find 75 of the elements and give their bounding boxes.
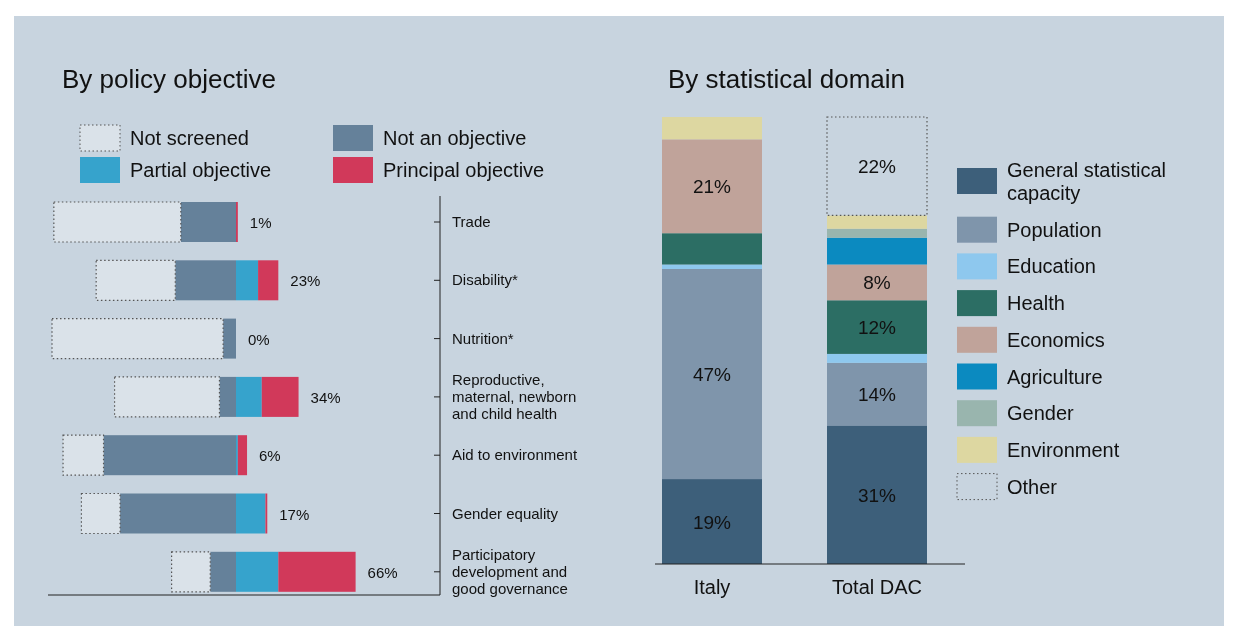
bar bbox=[80, 492, 121, 535]
data-label: 14% bbox=[857, 384, 897, 406]
legend-label: Other bbox=[1007, 475, 1058, 498]
legend-label: Education bbox=[1007, 255, 1096, 278]
bar bbox=[53, 201, 182, 243]
bar bbox=[113, 376, 221, 418]
y-tick-label: Gender equality bbox=[452, 504, 559, 522]
bar bbox=[827, 353, 927, 363]
bar bbox=[826, 116, 928, 216]
x-tick-label: Total DAC bbox=[831, 576, 923, 598]
bar bbox=[827, 300, 927, 354]
bar bbox=[51, 318, 224, 360]
bar bbox=[827, 362, 927, 426]
legend-label: Environment bbox=[1007, 438, 1120, 461]
bar bbox=[175, 260, 236, 301]
bar bbox=[278, 551, 356, 592]
data-label: 19% bbox=[692, 511, 732, 533]
bar bbox=[210, 551, 236, 592]
bar bbox=[62, 434, 105, 476]
legend-label: Partial objective bbox=[130, 159, 272, 181]
bar bbox=[662, 233, 762, 265]
annotation: 1% bbox=[249, 214, 272, 231]
data-label: 8% bbox=[863, 272, 891, 294]
data-label: 12% bbox=[857, 317, 897, 339]
annotation: 6% bbox=[259, 447, 281, 465]
y-tick-label: Participatory development and good governance bbox=[452, 545, 568, 597]
bar bbox=[223, 318, 236, 359]
bar bbox=[827, 264, 927, 301]
bar bbox=[219, 376, 236, 417]
y-tick-label: Trade bbox=[452, 213, 491, 230]
bar bbox=[103, 435, 236, 476]
legend-label: Health bbox=[1007, 292, 1065, 315]
data-label: 21% bbox=[692, 176, 732, 198]
legend-label: Principal objective bbox=[383, 159, 545, 181]
y-tick-label: Disability* bbox=[452, 271, 519, 289]
annotation: 34% bbox=[310, 388, 341, 406]
bar bbox=[827, 215, 927, 229]
legend-label: Agriculture bbox=[1007, 365, 1103, 388]
y-tick-label: Aid to environment bbox=[452, 446, 578, 464]
bar bbox=[261, 376, 299, 417]
chart-title: By statistical domain bbox=[668, 64, 905, 94]
annotation: 17% bbox=[279, 505, 310, 523]
bar bbox=[95, 259, 176, 301]
legend-label: General statistical capacity bbox=[1007, 158, 1166, 204]
bar bbox=[827, 425, 927, 564]
y-tick-label: Reproductive, maternal, newborn and child health bbox=[452, 370, 577, 422]
x-tick-label: Italy bbox=[693, 576, 731, 598]
legend-label: Gender bbox=[1007, 402, 1075, 425]
annotation: 66% bbox=[367, 563, 398, 581]
bar bbox=[236, 551, 279, 592]
chart-title: By policy objective bbox=[62, 64, 276, 94]
bar bbox=[236, 493, 266, 534]
bar bbox=[827, 228, 927, 238]
y-tick-label: Nutrition* bbox=[452, 329, 514, 347]
annotation: 23% bbox=[290, 272, 321, 290]
data-label: 22% bbox=[857, 156, 897, 178]
bar bbox=[662, 268, 762, 480]
bar bbox=[236, 260, 259, 301]
bar bbox=[662, 139, 762, 234]
legend-label: Not screened bbox=[130, 127, 249, 149]
bar bbox=[236, 376, 262, 417]
bar bbox=[180, 202, 236, 242]
annotation: 0% bbox=[248, 330, 270, 348]
bar bbox=[662, 117, 762, 140]
data-label: 47% bbox=[692, 364, 732, 386]
bar bbox=[237, 435, 248, 476]
bar bbox=[662, 479, 762, 564]
legend-label: Economics bbox=[1007, 328, 1105, 351]
legend-label: Not an objective bbox=[383, 127, 527, 149]
legend-label: Population bbox=[1007, 218, 1102, 241]
bar bbox=[258, 260, 279, 301]
bar bbox=[827, 237, 927, 265]
bar bbox=[120, 493, 236, 534]
data-label: 31% bbox=[857, 484, 897, 506]
bar bbox=[171, 551, 211, 593]
